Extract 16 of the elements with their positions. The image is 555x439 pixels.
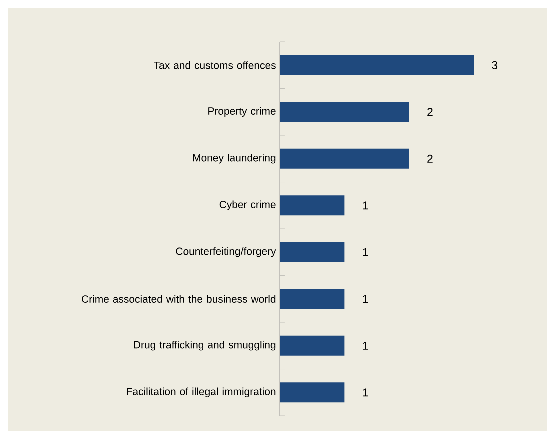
data-label: 1	[363, 202, 368, 210]
y-tick-label: Money laundering	[193, 154, 276, 164]
data-label: 2	[428, 108, 433, 116]
y-tick-label: Crime associated with the business world	[82, 295, 276, 303]
data-label: 3	[492, 61, 498, 70]
y-tick-label: Property crime	[208, 107, 276, 118]
y-tick-label: Cyber crime	[220, 200, 276, 211]
y-tick-label: Facilitation of illegal immigration	[127, 388, 276, 398]
data-label: 1	[363, 248, 368, 256]
y-tick-label: Tax and customs offences	[154, 62, 276, 70]
data-label: 1	[363, 342, 368, 350]
y-tick-label: Drug trafficking and smuggling	[134, 341, 276, 351]
data-label: 1	[363, 388, 368, 397]
data-label: 2	[428, 154, 433, 163]
y-tick-label: Counterfeiting/forgery	[176, 248, 276, 258]
data-label: 1	[363, 295, 368, 304]
